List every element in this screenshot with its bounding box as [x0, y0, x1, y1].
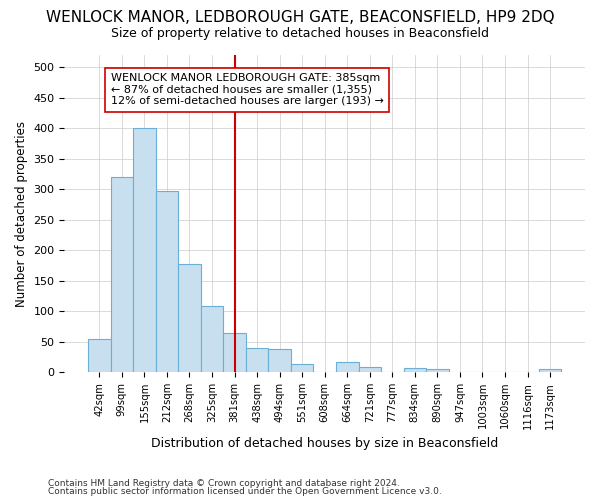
- Bar: [155, 191, 178, 372]
- Bar: [291, 364, 313, 372]
- Text: WENLOCK MANOR, LEDBOROUGH GATE, BEACONSFIELD, HP9 2DQ: WENLOCK MANOR, LEDBOROUGH GATE, BEACONSF…: [46, 10, 554, 25]
- Text: Contains HM Land Registry data © Crown copyright and database right 2024.: Contains HM Land Registry data © Crown c…: [48, 478, 400, 488]
- Bar: [359, 366, 381, 372]
- Bar: [268, 349, 291, 372]
- Bar: [201, 306, 223, 372]
- Text: Size of property relative to detached houses in Beaconsfield: Size of property relative to detached ho…: [111, 28, 489, 40]
- Bar: [539, 369, 562, 372]
- Bar: [88, 338, 110, 372]
- Y-axis label: Number of detached properties: Number of detached properties: [15, 120, 28, 306]
- Bar: [404, 368, 426, 372]
- Bar: [426, 369, 449, 372]
- Bar: [178, 264, 201, 372]
- Text: Contains public sector information licensed under the Open Government Licence v3: Contains public sector information licen…: [48, 487, 442, 496]
- Bar: [223, 332, 246, 372]
- Bar: [336, 362, 359, 372]
- Bar: [133, 128, 155, 372]
- X-axis label: Distribution of detached houses by size in Beaconsfield: Distribution of detached houses by size …: [151, 437, 499, 450]
- Bar: [110, 177, 133, 372]
- Text: WENLOCK MANOR LEDBOROUGH GATE: 385sqm
← 87% of detached houses are smaller (1,35: WENLOCK MANOR LEDBOROUGH GATE: 385sqm ← …: [110, 74, 383, 106]
- Bar: [246, 348, 268, 372]
